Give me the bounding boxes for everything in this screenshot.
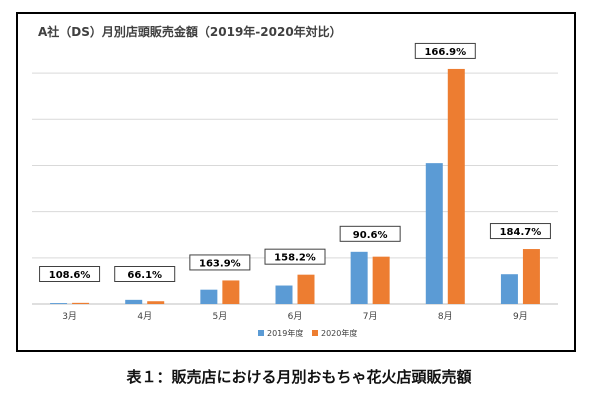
ratio-label-box bbox=[39, 266, 101, 282]
bar-2020-7 bbox=[372, 256, 390, 304]
bar-2020-9 bbox=[522, 249, 540, 304]
x-tick-label: 3月 bbox=[62, 311, 77, 322]
ratio-label-text: 166.9% bbox=[424, 47, 466, 58]
ratio-label-text: 108.6% bbox=[49, 270, 91, 281]
x-tick-label: 6月 bbox=[288, 311, 303, 322]
chart-frame: A社（DS）月別店頭販売金額（2019年-2020年対比） 108.6% 66.1… bbox=[16, 12, 576, 352]
ratio-label: 90.6% bbox=[339, 225, 401, 242]
x-axis-ticks: 3月 4月 5月 6月 7月 8月 9月 bbox=[62, 311, 528, 322]
legend-label: 2020年度 bbox=[321, 328, 357, 338]
legend: 2019年度 2020年度 bbox=[258, 328, 357, 338]
bar-2019-7 bbox=[350, 251, 368, 304]
ratio-label-box bbox=[189, 254, 251, 271]
ratio-label-text: 184.7% bbox=[500, 227, 542, 238]
legend-swatch bbox=[258, 330, 264, 336]
ratio-label: 66.1% bbox=[114, 266, 176, 282]
bar-2019-3 bbox=[50, 303, 68, 304]
x-tick-label: 7月 bbox=[363, 311, 378, 322]
bar-2020-5 bbox=[222, 280, 240, 304]
table-caption: 表１：販売店における月別おもちゃ花火店頭販売額 bbox=[126, 368, 472, 386]
bar-2019-5 bbox=[200, 289, 218, 304]
ratio-label-text: 163.9% bbox=[199, 258, 241, 269]
ratio-label-text: 66.1% bbox=[127, 270, 162, 281]
gridlines bbox=[32, 72, 558, 305]
bar-2020-3 bbox=[72, 302, 90, 304]
ratio-label: 158.2% bbox=[264, 248, 326, 265]
bar-2020-4 bbox=[147, 301, 165, 304]
ratio-label-text: 90.6% bbox=[353, 230, 388, 241]
bar-2019-4 bbox=[125, 299, 143, 304]
bar-2019-8 bbox=[425, 163, 443, 304]
ratio-label-box bbox=[264, 248, 326, 265]
bars bbox=[50, 68, 540, 304]
ratio-labels: 108.6% 66.1% 163.9% 158.2% 90.6% 166.9% 184.7% bbox=[39, 42, 551, 282]
ratio-label-box bbox=[414, 42, 476, 59]
ratio-label: 166.9% bbox=[414, 42, 476, 59]
ratio-label-box bbox=[489, 223, 551, 240]
x-tick-label: 8月 bbox=[438, 311, 453, 322]
bar-2020-6 bbox=[297, 274, 315, 304]
bar-chart: 108.6% 66.1% 163.9% 158.2% 90.6% 166.9% 184.7%… bbox=[32, 42, 558, 338]
ratio-label: 163.9% bbox=[189, 254, 251, 271]
ratio-label-box bbox=[114, 266, 176, 282]
legend-swatch bbox=[312, 330, 318, 336]
x-tick-label: 4月 bbox=[137, 311, 152, 322]
chart-title: A社（DS）月別店頭販売金額（2019年-2020年対比） bbox=[38, 25, 342, 39]
bar-2019-6 bbox=[275, 285, 293, 304]
bar-2020-8 bbox=[447, 68, 465, 304]
ratio-label: 108.6% bbox=[39, 266, 101, 282]
ratio-label-text: 158.2% bbox=[274, 253, 316, 264]
legend-label: 2019年度 bbox=[267, 328, 303, 338]
ratio-label: 184.7% bbox=[489, 223, 551, 240]
x-tick-label: 5月 bbox=[212, 311, 227, 322]
ratio-label-box bbox=[339, 225, 401, 242]
bar-2019-9 bbox=[500, 274, 518, 304]
x-tick-label: 9月 bbox=[513, 311, 528, 322]
